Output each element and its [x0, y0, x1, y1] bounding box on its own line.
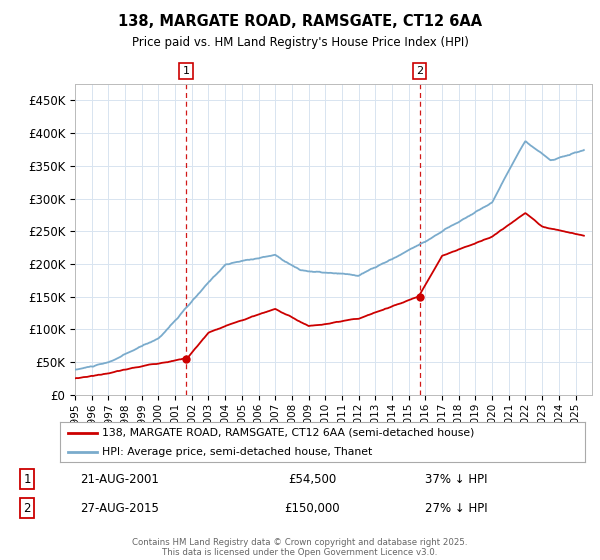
Text: 21-AUG-2001: 21-AUG-2001	[80, 473, 160, 486]
Text: 37% ↓ HPI: 37% ↓ HPI	[425, 473, 487, 486]
Text: 1: 1	[182, 66, 190, 76]
Text: Price paid vs. HM Land Registry's House Price Index (HPI): Price paid vs. HM Land Registry's House …	[131, 36, 469, 49]
Text: 138, MARGATE ROAD, RAMSGATE, CT12 6AA: 138, MARGATE ROAD, RAMSGATE, CT12 6AA	[118, 14, 482, 29]
Text: 2: 2	[23, 502, 31, 515]
Text: 1: 1	[23, 473, 31, 486]
Text: 27-AUG-2015: 27-AUG-2015	[80, 502, 160, 515]
Text: 27% ↓ HPI: 27% ↓ HPI	[425, 502, 487, 515]
Text: £150,000: £150,000	[284, 502, 340, 515]
Text: 2: 2	[416, 66, 423, 76]
Text: 138, MARGATE ROAD, RAMSGATE, CT12 6AA (semi-detached house): 138, MARGATE ROAD, RAMSGATE, CT12 6AA (s…	[102, 428, 475, 437]
Text: HPI: Average price, semi-detached house, Thanet: HPI: Average price, semi-detached house,…	[102, 447, 372, 457]
Text: £54,500: £54,500	[288, 473, 336, 486]
Text: Contains HM Land Registry data © Crown copyright and database right 2025.
This d: Contains HM Land Registry data © Crown c…	[132, 538, 468, 557]
